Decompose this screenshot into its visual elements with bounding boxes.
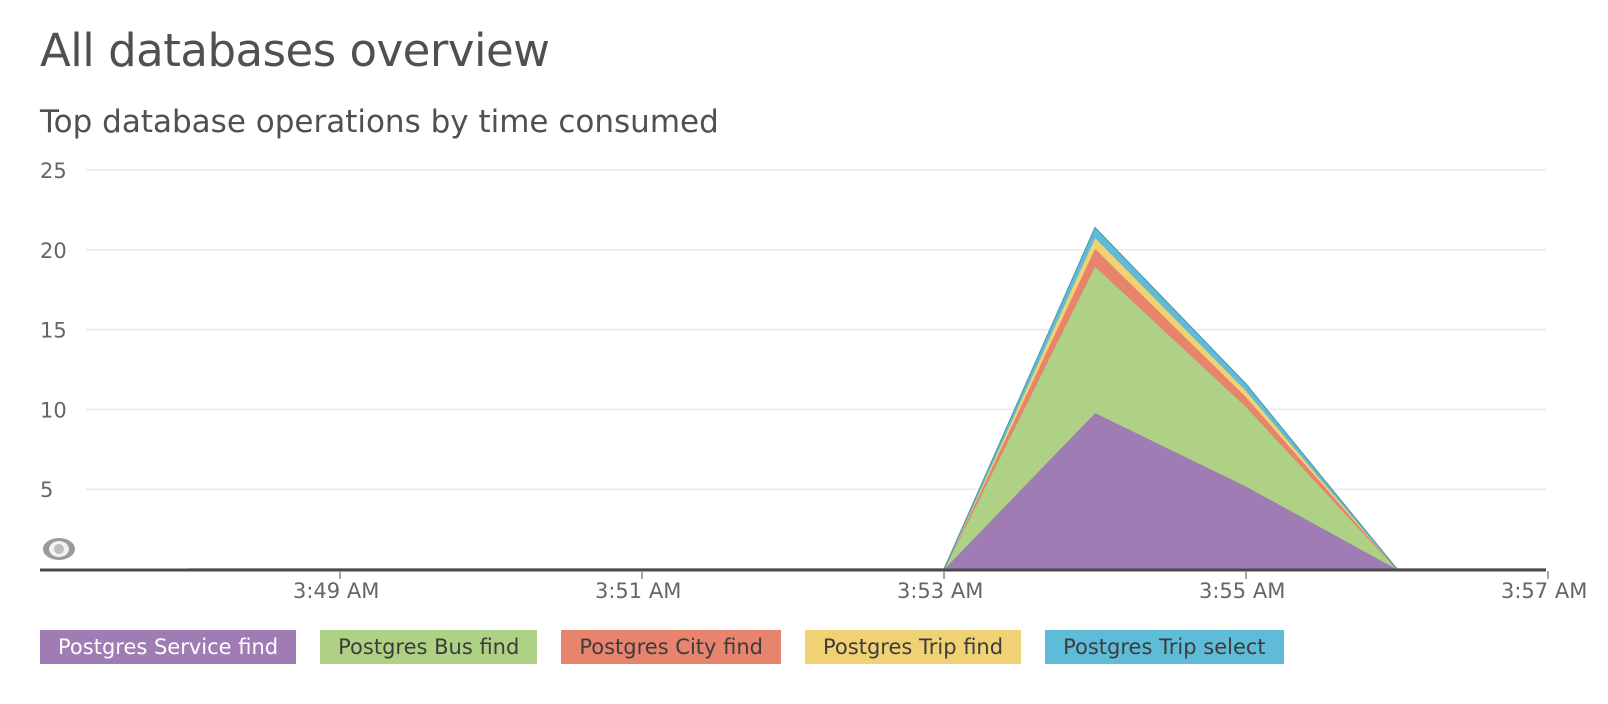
legend-item-postgres-bus-find[interactable]: Postgres Bus find <box>320 630 538 664</box>
x-tick-label: 3:57 AM <box>1501 579 1587 603</box>
y-tick-label: 5 <box>40 478 53 502</box>
series-area-postgres-trip-find[interactable] <box>188 236 1608 569</box>
legend-item-postgres-city-find[interactable]: Postgres City find <box>561 630 782 664</box>
series-area-postgres-city-find[interactable] <box>188 247 1608 569</box>
y-tick-label: 20 <box>40 239 67 263</box>
series-line <box>189 226 1546 569</box>
series-area-postgres-service-find[interactable] <box>188 412 1608 569</box>
series-areas <box>188 226 1608 569</box>
legend-item-postgres-trip-find[interactable]: Postgres Trip find <box>805 630 1022 664</box>
y-tick-label: 25 <box>40 159 67 183</box>
series-area-postgres-trip-select[interactable] <box>188 226 1608 569</box>
legend-item-postgres-service-find[interactable]: Postgres Service find <box>40 630 297 664</box>
x-axis-ticks: 3:49 AM 3:51 AM 3:53 AM 3:55 AM 3:57 AM <box>293 571 1587 603</box>
series-area-postgres-bus-find[interactable] <box>188 265 1608 569</box>
x-tick-label: 3:53 AM <box>897 579 983 603</box>
page-title: All databases overview <box>40 24 550 77</box>
grid-lines <box>86 169 1546 490</box>
y-axis-ticks: 5 10 15 20 25 <box>40 159 67 502</box>
y-tick-label: 10 <box>40 398 67 422</box>
series-line <box>189 247 1546 569</box>
chart-title: Top database operations by time consumed <box>40 104 719 140</box>
series-line <box>189 411 1546 569</box>
x-tick-label: 3:55 AM <box>1199 579 1285 603</box>
chart-legend: Postgres Service find Postgres Bus find Po… <box>40 630 1284 664</box>
x-tick-label: 3:49 AM <box>293 579 379 603</box>
x-tick-label: 3:51 AM <box>595 579 681 603</box>
y-tick-label: 15 <box>40 319 67 343</box>
eye-icon[interactable] <box>43 538 75 560</box>
series-line <box>189 235 1546 569</box>
legend-item-postgres-trip-select[interactable]: Postgres Trip select <box>1045 630 1284 664</box>
series-line <box>189 264 1546 569</box>
